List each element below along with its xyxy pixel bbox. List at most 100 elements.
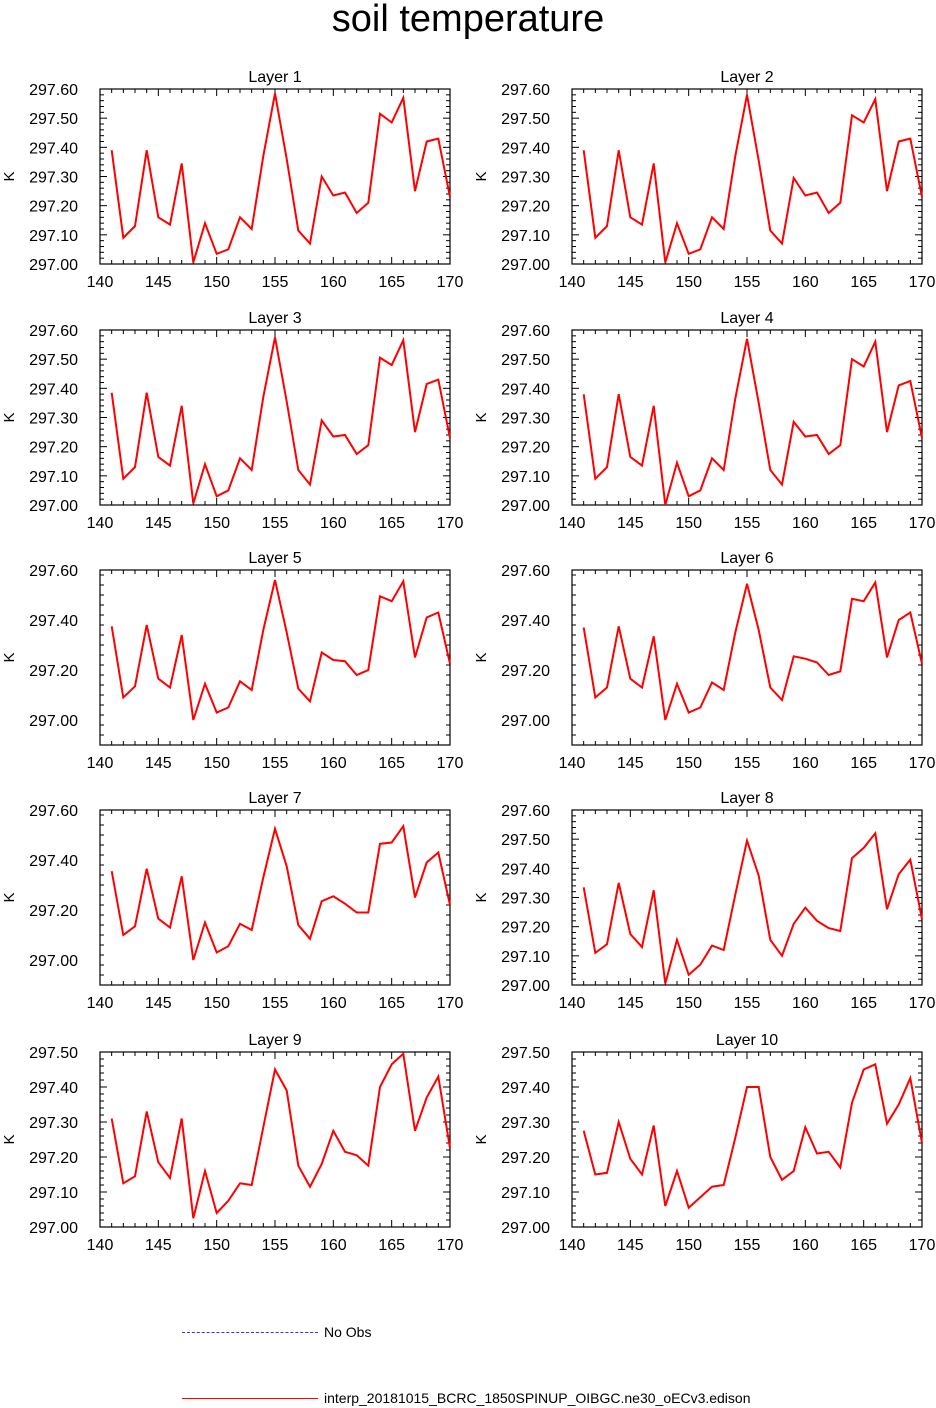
y-tick-label: 297.50	[501, 352, 550, 369]
chart-panel-8: Layer 8 K 140 145 150 155 160 165 170 297.00 297.1…	[473, 790, 935, 1012]
legend-model-label: interp_20181015_BCRC_1850SPINUP_OIBGC.ne…	[324, 1390, 751, 1406]
y-tick-label: 297.30	[29, 411, 78, 428]
y-tick-label: 297.40	[29, 140, 78, 157]
x-tick-label: 165	[850, 1237, 877, 1254]
y-tick-label: 297.10	[29, 228, 78, 245]
series-line	[110, 336, 451, 504]
x-tick-label: 160	[320, 1237, 347, 1254]
chart-panel-4: Layer 4 K 140 145 150 155 160 165 170 297.00 297.1…	[473, 310, 935, 532]
x-tick-label: 140	[87, 274, 114, 291]
y-tick-label: 297.30	[501, 1115, 550, 1132]
x-tick-label: 170	[437, 515, 464, 532]
plot-frame	[99, 569, 451, 746]
x-tick-label: 165	[850, 755, 877, 772]
y-tick-label: 297.40	[29, 381, 78, 398]
x-tick-label: 165	[378, 274, 405, 291]
plot-frame	[571, 809, 923, 986]
series-line	[582, 579, 923, 721]
x-tick-label: 155	[262, 274, 289, 291]
x-tick-label: 150	[675, 755, 702, 772]
x-tick-label: 170	[909, 274, 936, 291]
x-tick-label: 160	[320, 515, 347, 532]
x-tick-label: 155	[734, 274, 761, 291]
x-tick-label: 155	[734, 755, 761, 772]
x-tick-label: 150	[203, 515, 230, 532]
y-tick-label: 297.10	[501, 1185, 550, 1202]
x-tick-label: 155	[262, 995, 289, 1012]
panel-title: Layer 4	[720, 310, 773, 327]
x-tick-label: 165	[850, 515, 877, 532]
y-tick-label: 297.50	[29, 1045, 78, 1062]
y-tick-label: 297.60	[29, 803, 78, 820]
x-tick-label: 160	[792, 515, 819, 532]
x-tick-label: 165	[850, 995, 877, 1012]
x-tick-label: 155	[734, 995, 761, 1012]
y-axis-label: K	[473, 412, 490, 422]
y-tick-label: 297.10	[29, 469, 78, 486]
chart-panel-6: Layer 6 K 140 145 150 155 160 165 170 297.00 297.2…	[473, 550, 935, 772]
series-line	[110, 1051, 451, 1219]
y-tick-label: 297.10	[29, 1185, 78, 1202]
x-tick-label: 140	[559, 995, 586, 1012]
y-tick-label: 297.40	[29, 1080, 78, 1097]
chart-panels: Layer 1 K 140 145 150 155 160 165 170 297.00 297.1…	[1, 69, 936, 1254]
panel-title: Layer 10	[716, 1032, 778, 1049]
x-tick-label: 150	[675, 274, 702, 291]
x-tick-label: 145	[617, 1237, 644, 1254]
y-axis-label: K	[473, 1134, 490, 1144]
y-tick-label: 297.30	[501, 891, 550, 908]
x-tick-label: 160	[792, 274, 819, 291]
panel-title: Layer 8	[720, 790, 773, 807]
x-tick-label: 150	[675, 995, 702, 1012]
y-tick-label: 297.60	[501, 82, 550, 99]
y-axis-label: K	[1, 652, 18, 662]
x-tick-label: 140	[559, 755, 586, 772]
x-tick-label: 170	[909, 995, 936, 1012]
plot-frame	[99, 88, 451, 265]
series-line	[582, 94, 923, 263]
y-tick-label: 297.20	[501, 663, 550, 680]
y-tick-label: 297.40	[29, 853, 78, 870]
y-tick-label: 297.20	[501, 1150, 550, 1167]
y-tick-label: 297.20	[501, 199, 550, 216]
x-tick-label: 170	[437, 1237, 464, 1254]
page-title: soil temperature	[331, 0, 605, 40]
x-tick-label: 170	[437, 995, 464, 1012]
legend-obs-label: No Obs	[324, 1324, 372, 1340]
x-tick-label: 145	[145, 274, 172, 291]
x-tick-label: 145	[617, 515, 644, 532]
x-tick-label: 150	[203, 995, 230, 1012]
x-tick-label: 145	[145, 995, 172, 1012]
x-tick-label: 160	[320, 274, 347, 291]
x-tick-label: 155	[262, 755, 289, 772]
x-tick-label: 150	[675, 1237, 702, 1254]
x-tick-label: 150	[675, 515, 702, 532]
chart-panel-5: Layer 5 K 140 145 150 155 160 165 170 297.00 297.2…	[1, 550, 463, 772]
x-tick-label: 165	[378, 995, 405, 1012]
x-tick-label: 140	[87, 755, 114, 772]
panel-title: Layer 1	[248, 69, 301, 86]
x-tick-label: 145	[617, 995, 644, 1012]
y-tick-label: 297.30	[29, 1115, 78, 1132]
y-tick-label: 297.50	[29, 111, 78, 128]
y-tick-label: 297.30	[29, 170, 78, 187]
y-tick-label: 297.40	[501, 1080, 550, 1097]
x-tick-label: 160	[792, 755, 819, 772]
x-tick-label: 150	[203, 1237, 230, 1254]
y-tick-label: 297.20	[29, 1150, 78, 1167]
y-tick-label: 297.00	[501, 978, 550, 995]
y-tick-label: 297.50	[29, 352, 78, 369]
x-tick-label: 145	[617, 755, 644, 772]
x-tick-label: 150	[203, 274, 230, 291]
y-tick-label: 297.60	[501, 563, 550, 580]
y-tick-label: 297.20	[29, 440, 78, 457]
y-tick-label: 297.00	[501, 713, 550, 730]
y-tick-label: 297.60	[29, 323, 78, 340]
y-tick-label: 297.50	[501, 1045, 550, 1062]
y-tick-label: 297.20	[29, 199, 78, 216]
x-tick-label: 155	[262, 515, 289, 532]
plot-frame	[571, 88, 923, 265]
y-axis-label: K	[1, 412, 18, 422]
y-tick-label: 297.00	[29, 713, 78, 730]
x-tick-label: 165	[378, 1237, 405, 1254]
